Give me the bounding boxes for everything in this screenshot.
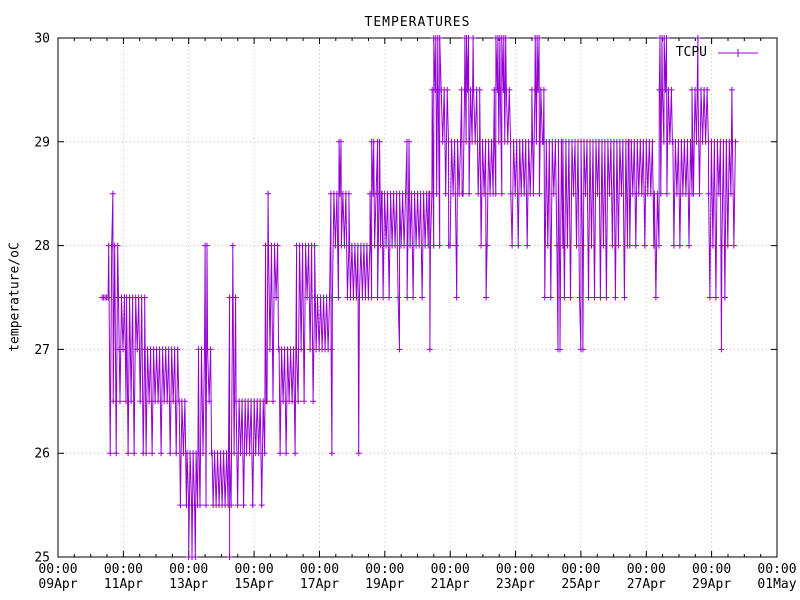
x-tick-labels: 00:0009Apr00:0011Apr00:0013Apr00:0015Apr… bbox=[38, 562, 796, 592]
x-tick-date: 13Apr bbox=[169, 577, 208, 592]
x-tick-date: 01May bbox=[757, 577, 796, 592]
x-tick-time: 00:00 bbox=[169, 562, 208, 577]
x-tick-date: 15Apr bbox=[235, 577, 274, 592]
x-tick-date: 29Apr bbox=[692, 577, 731, 592]
x-tick-time: 00:00 bbox=[300, 562, 339, 577]
x-tick-time: 00:00 bbox=[757, 562, 796, 577]
y-tick-labels: 25 26 27 28 29 30 bbox=[34, 32, 50, 566]
x-tick-time: 00:00 bbox=[561, 562, 600, 577]
y-tick-label: 30 bbox=[34, 32, 50, 47]
series-tcpu-markers bbox=[99, 35, 739, 560]
y-axis-label: temperature/oC bbox=[7, 242, 23, 352]
x-tick-date: 27Apr bbox=[627, 577, 666, 592]
x-tick-date: 25Apr bbox=[561, 577, 600, 592]
y-tick-label: 25 bbox=[34, 551, 50, 566]
chart-title: TEMPERATURES bbox=[364, 15, 471, 30]
x-tick-date: 23Apr bbox=[496, 577, 535, 592]
x-tick-time: 00:00 bbox=[692, 562, 731, 577]
x-tick-time: 00:00 bbox=[104, 562, 143, 577]
x-tick-time: 00:00 bbox=[496, 562, 535, 577]
x-tick-date: 17Apr bbox=[300, 577, 339, 592]
x-tick-date: 11Apr bbox=[104, 577, 143, 592]
x-tick-time: 00:00 bbox=[365, 562, 404, 577]
series-tcpu bbox=[99, 35, 739, 560]
x-tick-date: 21Apr bbox=[431, 577, 470, 592]
x-tick-time: 00:00 bbox=[431, 562, 470, 577]
series-tcpu-line bbox=[102, 37, 736, 558]
y-tick-label: 29 bbox=[34, 135, 50, 150]
x-tick-time: 00:00 bbox=[627, 562, 666, 577]
legend-line-sample bbox=[718, 48, 758, 57]
x-tick-date: 09Apr bbox=[38, 577, 77, 592]
y-tick-label: 26 bbox=[34, 447, 50, 462]
legend-label-tcpu: TCPU bbox=[675, 45, 707, 60]
y-tick-label: 27 bbox=[34, 343, 50, 358]
legend: TCPU bbox=[676, 45, 760, 60]
x-tick-date: 19Apr bbox=[365, 577, 404, 592]
x-tick-time: 00:00 bbox=[38, 562, 77, 577]
grid-lines bbox=[58, 38, 777, 557]
axis-border-and-ticks bbox=[57, 37, 778, 558]
x-tick-time: 00:00 bbox=[235, 562, 274, 577]
y-tick-label: 28 bbox=[34, 239, 50, 254]
